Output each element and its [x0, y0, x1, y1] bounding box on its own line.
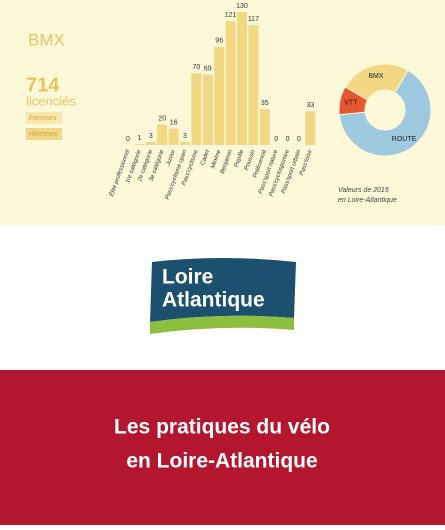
value-label: 70 — [193, 64, 201, 71]
bar — [305, 111, 316, 145]
value-label: 3 — [149, 133, 153, 140]
logo-shape — [150, 258, 296, 322]
total: 714 — [26, 74, 60, 96]
chart-title: BMX — [28, 30, 65, 49]
x-tick-label: Junior — [165, 148, 177, 167]
logo: Loire Atlantique — [150, 258, 296, 334]
total-label: licenciés — [26, 93, 76, 108]
value-label: 20 — [158, 115, 166, 122]
caption: en Loire-Atlantique — [338, 197, 397, 204]
value-label: 0 — [286, 136, 290, 143]
value-label: 35 — [261, 100, 269, 107]
x-tick-label: Cadet — [200, 149, 211, 166]
value-label: 69 — [204, 65, 212, 72]
title-panel — [0, 370, 445, 525]
legend-swatch — [26, 128, 62, 140]
bar — [134, 143, 145, 145]
bar — [202, 74, 213, 145]
bar — [225, 21, 236, 145]
value-label: 130 — [236, 3, 248, 10]
donut-slice — [344, 63, 409, 101]
slice-label: BMX — [368, 73, 384, 80]
legend-label: Femmes — [29, 115, 57, 122]
value-label: 1 — [137, 135, 141, 142]
value-label: 16 — [170, 119, 178, 126]
slice-label: VTT — [344, 100, 358, 107]
value-label: 0 — [297, 136, 301, 143]
slice-label: ROUTE — [392, 136, 417, 143]
cover-title: Les pratiques du vélo — [114, 416, 330, 439]
bar — [168, 128, 179, 145]
legend-label: Hommes — [29, 131, 58, 138]
caption: Valeurs de 2015 — [338, 187, 389, 194]
bar — [145, 141, 156, 145]
bar — [180, 141, 190, 145]
bar — [214, 46, 225, 145]
bar — [248, 25, 259, 145]
donut-slice — [338, 69, 432, 157]
logo-text: Atlantique — [162, 289, 265, 312]
value-label: 0 — [274, 136, 278, 143]
logo-text: Loire — [162, 266, 213, 289]
logo-stripe — [150, 315, 294, 334]
value-label: 3 — [183, 133, 187, 140]
bar — [157, 124, 168, 145]
value-label: 0 — [126, 136, 130, 143]
bar — [259, 109, 270, 145]
cover-title: en Loire-Atlantique — [126, 450, 317, 473]
value-label: 96 — [215, 38, 223, 45]
legend-swatch — [26, 112, 62, 124]
bar — [191, 73, 202, 145]
value-label: 117 — [248, 16, 259, 23]
value-label: 33 — [307, 102, 315, 109]
value-label: 121 — [225, 12, 237, 19]
bar — [237, 12, 247, 145]
